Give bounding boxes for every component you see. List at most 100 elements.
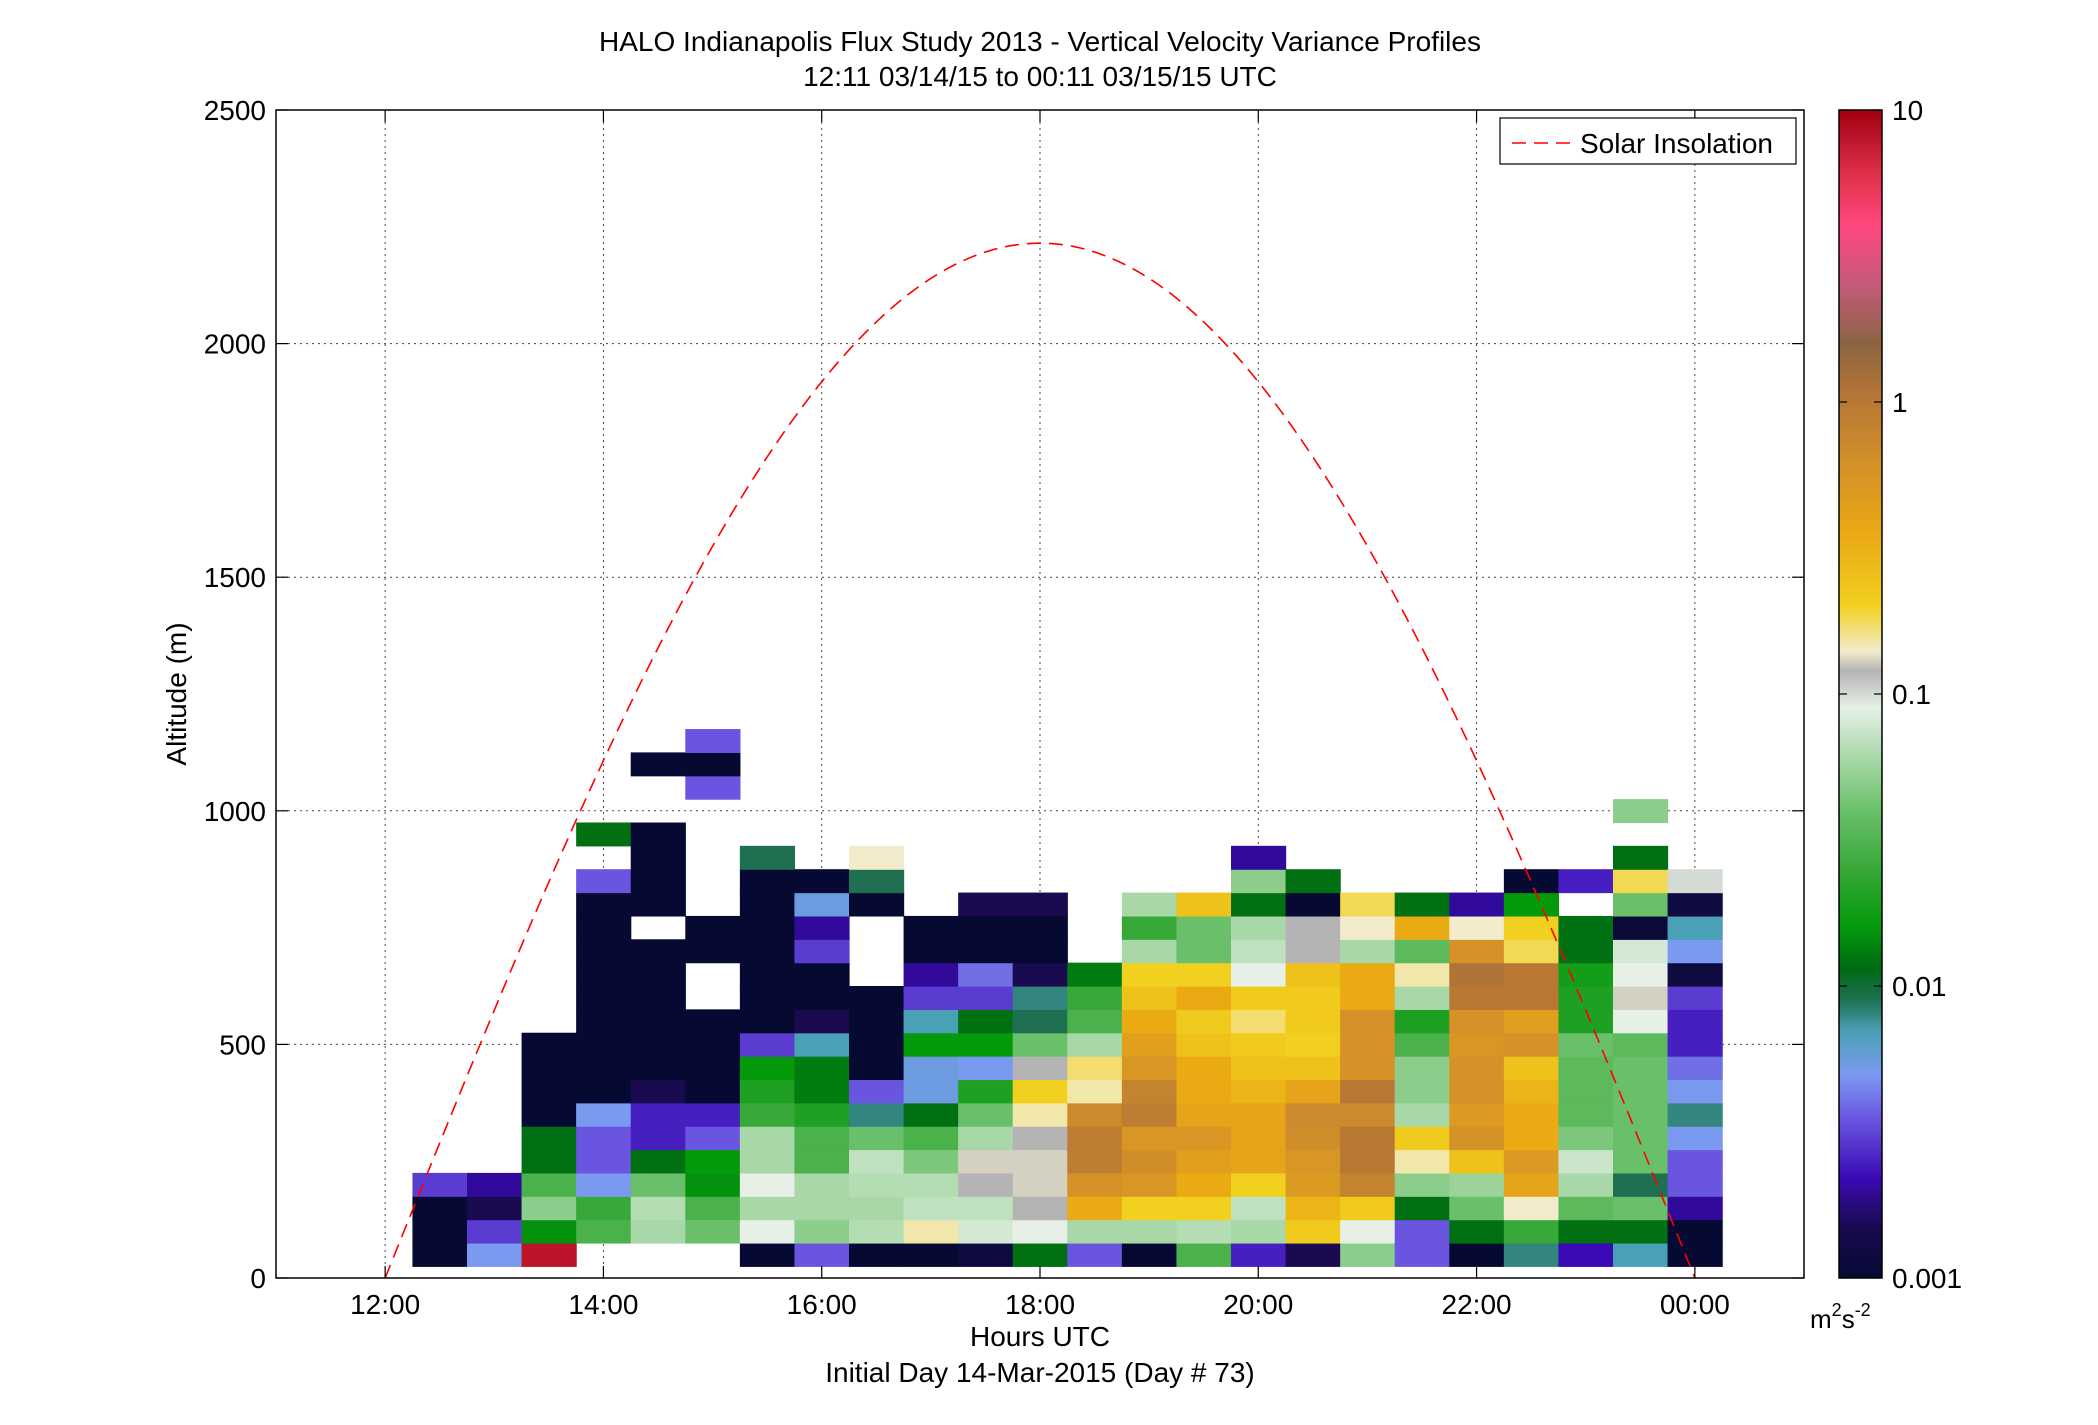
heatmap-cell xyxy=(1012,986,1068,1010)
heatmap-cell xyxy=(1503,1219,1560,1244)
heatmap-cell xyxy=(685,939,741,964)
heatmap-cell xyxy=(630,752,686,777)
y-axis-label: Altitude (m) xyxy=(161,622,192,765)
heatmap-cell xyxy=(576,1079,632,1104)
colorbar-tick-label: 0.001 xyxy=(1892,1263,1962,1294)
heatmap-cell xyxy=(1503,1172,1560,1197)
heatmap-cell xyxy=(1012,1126,1068,1151)
heatmap-cell xyxy=(1121,1242,1178,1267)
heatmap-cell xyxy=(903,1149,959,1174)
heatmap-cell xyxy=(630,1079,686,1104)
heatmap-cell xyxy=(849,1032,905,1057)
heatmap-cell xyxy=(903,1079,959,1104)
x-axis-label: Hours UTC xyxy=(970,1321,1110,1352)
heatmap-cell xyxy=(849,1079,905,1104)
heatmap-cell xyxy=(958,892,1014,917)
heatmap-cell xyxy=(576,1102,632,1127)
heatmap-cell xyxy=(1121,1056,1178,1081)
heatmap-cell xyxy=(576,822,632,847)
heatmap-cell xyxy=(1231,1102,1287,1127)
heatmap-cell xyxy=(521,1149,577,1174)
heatmap-cell xyxy=(1067,962,1123,987)
colorbar-tick-label: 0.01 xyxy=(1892,971,1947,1002)
heatmap-cell xyxy=(1067,1149,1123,1174)
heatmap-cell xyxy=(1394,1242,1450,1267)
heatmap-cell xyxy=(1449,1196,1505,1221)
heatmap-cell xyxy=(685,1056,741,1081)
colorbar-units-sup2: -2 xyxy=(1855,1300,1871,1320)
heatmap-cell xyxy=(1449,1126,1505,1151)
heatmap-cell xyxy=(576,915,632,940)
heatmap-cell xyxy=(630,1009,686,1034)
heatmap-cell xyxy=(1503,1149,1560,1174)
heatmap-cell xyxy=(739,1126,796,1151)
heatmap-cell xyxy=(1012,1242,1068,1267)
colorbar-units: m2s-2 xyxy=(1810,1300,1871,1334)
heatmap-cell xyxy=(1285,869,1341,894)
heatmap-cell xyxy=(1340,986,1396,1010)
heatmap-cell xyxy=(1558,1172,1614,1197)
heatmap-cell xyxy=(630,1196,686,1221)
heatmap-cell xyxy=(903,1009,959,1034)
heatmap-cell xyxy=(412,1196,468,1221)
heatmap-cell xyxy=(1340,1196,1396,1221)
heatmap-cell xyxy=(958,962,1014,987)
heatmap-cell xyxy=(1340,1009,1396,1034)
heatmap-cell xyxy=(1176,939,1232,964)
colorbar-units-mid: s xyxy=(1842,1304,1855,1334)
heatmap-cell xyxy=(1285,1242,1341,1267)
heatmap-cell xyxy=(630,1126,686,1151)
heatmap-cell xyxy=(1613,962,1669,987)
heatmap-cell xyxy=(1285,892,1341,917)
heatmap-cell xyxy=(794,1079,850,1104)
heatmap-cell xyxy=(1503,869,1560,894)
heatmap-cell xyxy=(1558,1126,1614,1151)
heatmap-cell xyxy=(958,1009,1014,1034)
heatmap-cell xyxy=(1503,915,1560,940)
heatmap-cell xyxy=(739,1056,796,1081)
heatmap-cell xyxy=(739,962,796,987)
heatmap-cell xyxy=(521,1242,577,1267)
heatmap-cell xyxy=(685,729,741,753)
heatmap-cell xyxy=(1503,1242,1560,1267)
heatmap-cell xyxy=(685,1102,741,1127)
heatmap-cell xyxy=(849,845,905,870)
colorbar-tick-label: 1 xyxy=(1892,387,1908,418)
heatmap-cell xyxy=(1340,1242,1396,1267)
heatmap-cell xyxy=(1340,1149,1396,1174)
heatmap-cell xyxy=(467,1219,523,1244)
heatmap-cell xyxy=(958,1196,1014,1221)
heatmap-cell xyxy=(685,1009,741,1034)
heatmap-cell xyxy=(576,1009,632,1034)
heatmap-cell xyxy=(1667,1102,1723,1127)
heatmap-cell xyxy=(1667,986,1723,1010)
x-tick-labels: 12:00 14:00 16:00 18:00 20:00 22:00 00:00 xyxy=(350,1289,1730,1320)
heatmap-cell xyxy=(739,939,796,964)
heatmap-cell xyxy=(958,1242,1014,1267)
heatmap-cell xyxy=(903,1032,959,1057)
heatmap-cell xyxy=(903,1102,959,1127)
heatmap-cell xyxy=(794,939,850,964)
heatmap-cell xyxy=(1613,869,1669,894)
heatmap-cell xyxy=(1231,939,1287,964)
heatmap-cell xyxy=(958,986,1014,1010)
heatmap-cell xyxy=(1231,962,1287,987)
legend: Solar Insolation xyxy=(1499,117,1797,165)
heatmap-cell xyxy=(849,986,905,1010)
heatmap-cell xyxy=(1231,986,1287,1010)
heatmap-cell xyxy=(1231,892,1287,917)
heatmap-cell xyxy=(849,1126,905,1151)
heatmap-cell xyxy=(1176,962,1232,987)
heatmap-cell xyxy=(1012,1102,1068,1127)
heatmap-cell xyxy=(1176,1102,1232,1127)
heatmap-cell xyxy=(1121,915,1178,940)
heatmap-cell xyxy=(467,1196,523,1221)
heatmap-cell xyxy=(1176,892,1232,917)
heatmap-cell xyxy=(903,1056,959,1081)
heatmap-cell xyxy=(1340,915,1396,940)
heatmap-cell xyxy=(467,1172,523,1197)
heatmap-cell xyxy=(1067,1032,1123,1057)
heatmap-cell xyxy=(1067,1172,1123,1197)
heatmap-cell xyxy=(1449,1056,1505,1081)
heatmap-cell xyxy=(467,1242,523,1267)
